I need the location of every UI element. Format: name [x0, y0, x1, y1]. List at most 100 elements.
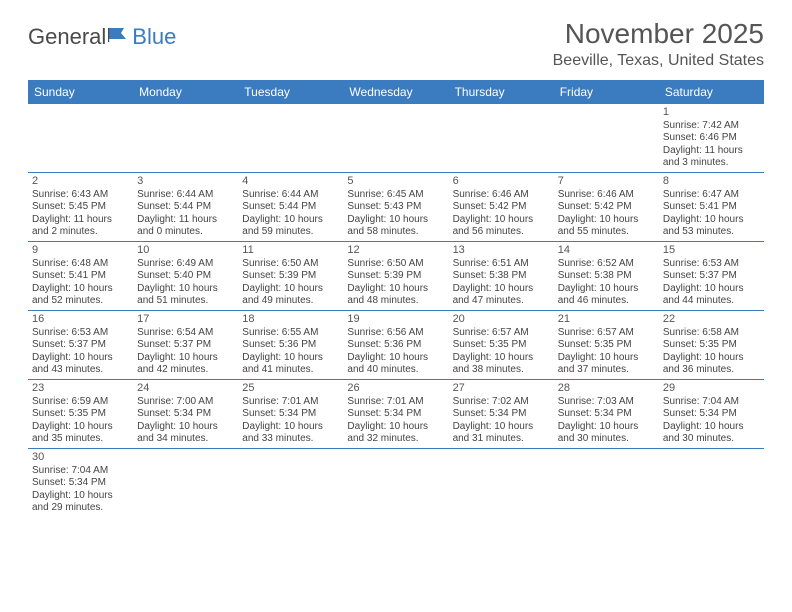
empty-cell [449, 449, 554, 517]
day-info-line: and 40 minutes. [347, 364, 444, 377]
day-cell: 21Sunrise: 6:57 AMSunset: 5:35 PMDayligh… [554, 311, 659, 379]
day-info-line: Daylight: 11 hours [663, 145, 760, 158]
day-info-line: Sunrise: 6:58 AM [663, 327, 760, 340]
empty-cell [449, 104, 554, 172]
day-info-line: Sunrise: 6:44 AM [242, 189, 339, 202]
day-info-line: Sunset: 5:35 PM [558, 339, 655, 352]
day-number: 2 [32, 175, 129, 189]
day-header: Thursday [449, 80, 554, 104]
day-number: 4 [242, 175, 339, 189]
day-cell: 11Sunrise: 6:50 AMSunset: 5:39 PMDayligh… [238, 242, 343, 310]
day-info-line: Sunset: 5:35 PM [32, 408, 129, 421]
day-cell: 14Sunrise: 6:52 AMSunset: 5:38 PMDayligh… [554, 242, 659, 310]
empty-cell [133, 104, 238, 172]
day-info-line: Sunset: 5:34 PM [137, 408, 234, 421]
day-info-line: and 49 minutes. [242, 295, 339, 308]
day-info-line: Sunrise: 6:50 AM [242, 258, 339, 271]
week-row: 23Sunrise: 6:59 AMSunset: 5:35 PMDayligh… [28, 380, 764, 449]
day-info-line: Sunset: 5:38 PM [558, 270, 655, 283]
day-info-line: Sunset: 5:37 PM [663, 270, 760, 283]
day-info-line: Sunset: 5:34 PM [347, 408, 444, 421]
empty-cell [554, 104, 659, 172]
day-info-line: Sunset: 5:42 PM [453, 201, 550, 214]
day-info-line: and 58 minutes. [347, 226, 444, 239]
day-info-line: Daylight: 10 hours [453, 214, 550, 227]
day-info-line: Daylight: 10 hours [242, 283, 339, 296]
day-header: Monday [133, 80, 238, 104]
day-number: 28 [558, 382, 655, 396]
day-info-line: Daylight: 10 hours [347, 214, 444, 227]
day-info-line: and 48 minutes. [347, 295, 444, 308]
day-info-line: Sunrise: 6:55 AM [242, 327, 339, 340]
day-cell: 17Sunrise: 6:54 AMSunset: 5:37 PMDayligh… [133, 311, 238, 379]
day-cell: 1Sunrise: 7:42 AMSunset: 6:46 PMDaylight… [659, 104, 764, 172]
day-info-line: and 55 minutes. [558, 226, 655, 239]
day-number: 10 [137, 244, 234, 258]
week-row: 9Sunrise: 6:48 AMSunset: 5:41 PMDaylight… [28, 242, 764, 311]
day-number: 14 [558, 244, 655, 258]
day-info-line: Daylight: 10 hours [663, 421, 760, 434]
day-info-line: Sunset: 5:35 PM [453, 339, 550, 352]
day-header-row: SundayMondayTuesdayWednesdayThursdayFrid… [28, 80, 764, 104]
month-title: November 2025 [553, 18, 764, 50]
day-info-line: and 59 minutes. [242, 226, 339, 239]
day-info-line: Daylight: 10 hours [558, 352, 655, 365]
day-info-line: Sunrise: 6:50 AM [347, 258, 444, 271]
day-number: 7 [558, 175, 655, 189]
day-info-line: Sunrise: 7:04 AM [663, 396, 760, 409]
day-info-line: Sunset: 5:34 PM [558, 408, 655, 421]
calendar: SundayMondayTuesdayWednesdayThursdayFrid… [28, 80, 764, 517]
day-info-line: Sunset: 5:40 PM [137, 270, 234, 283]
day-info-line: and 37 minutes. [558, 364, 655, 377]
day-number: 16 [32, 313, 129, 327]
day-info-line: Daylight: 10 hours [242, 352, 339, 365]
day-info-line: Sunrise: 7:01 AM [242, 396, 339, 409]
day-info-line: and 46 minutes. [558, 295, 655, 308]
day-info-line: Sunrise: 7:00 AM [137, 396, 234, 409]
day-info-line: Daylight: 10 hours [137, 283, 234, 296]
day-info-line: Sunset: 5:34 PM [663, 408, 760, 421]
day-number: 23 [32, 382, 129, 396]
day-cell: 9Sunrise: 6:48 AMSunset: 5:41 PMDaylight… [28, 242, 133, 310]
day-info-line: Sunrise: 6:43 AM [32, 189, 129, 202]
day-number: 6 [453, 175, 550, 189]
day-info-line: and 32 minutes. [347, 433, 444, 446]
day-cell: 18Sunrise: 6:55 AMSunset: 5:36 PMDayligh… [238, 311, 343, 379]
day-info-line: and 42 minutes. [137, 364, 234, 377]
day-info-line: Daylight: 10 hours [453, 283, 550, 296]
day-info-line: Sunset: 5:34 PM [32, 477, 129, 490]
day-info-line: Sunrise: 6:57 AM [558, 327, 655, 340]
day-number: 30 [32, 451, 129, 465]
empty-cell [238, 104, 343, 172]
day-cell: 24Sunrise: 7:00 AMSunset: 5:34 PMDayligh… [133, 380, 238, 448]
day-cell: 6Sunrise: 6:46 AMSunset: 5:42 PMDaylight… [449, 173, 554, 241]
day-info-line: and 41 minutes. [242, 364, 339, 377]
day-info-line: and 30 minutes. [663, 433, 760, 446]
day-info-line: Daylight: 10 hours [453, 352, 550, 365]
day-info-line: Sunrise: 6:52 AM [558, 258, 655, 271]
day-info-line: Sunrise: 7:42 AM [663, 120, 760, 133]
day-info-line: Sunrise: 7:04 AM [32, 465, 129, 478]
day-number: 25 [242, 382, 339, 396]
week-row: 1Sunrise: 7:42 AMSunset: 6:46 PMDaylight… [28, 104, 764, 173]
day-info-line: and 38 minutes. [453, 364, 550, 377]
day-info-line: Sunset: 5:36 PM [347, 339, 444, 352]
day-info-line: and 43 minutes. [32, 364, 129, 377]
day-info-line: Sunrise: 6:46 AM [558, 189, 655, 202]
day-number: 26 [347, 382, 444, 396]
day-number: 24 [137, 382, 234, 396]
day-number: 9 [32, 244, 129, 258]
day-cell: 8Sunrise: 6:47 AMSunset: 5:41 PMDaylight… [659, 173, 764, 241]
logo-text-blue: Blue [132, 24, 176, 50]
day-cell: 10Sunrise: 6:49 AMSunset: 5:40 PMDayligh… [133, 242, 238, 310]
day-cell: 7Sunrise: 6:46 AMSunset: 5:42 PMDaylight… [554, 173, 659, 241]
day-cell: 3Sunrise: 6:44 AMSunset: 5:44 PMDaylight… [133, 173, 238, 241]
day-info-line: Daylight: 10 hours [347, 352, 444, 365]
day-info-line: Sunrise: 6:57 AM [453, 327, 550, 340]
empty-cell [554, 449, 659, 517]
day-number: 5 [347, 175, 444, 189]
empty-cell [28, 104, 133, 172]
day-info-line: Sunset: 5:36 PM [242, 339, 339, 352]
day-info-line: Sunset: 5:38 PM [453, 270, 550, 283]
day-info-line: Sunrise: 6:51 AM [453, 258, 550, 271]
